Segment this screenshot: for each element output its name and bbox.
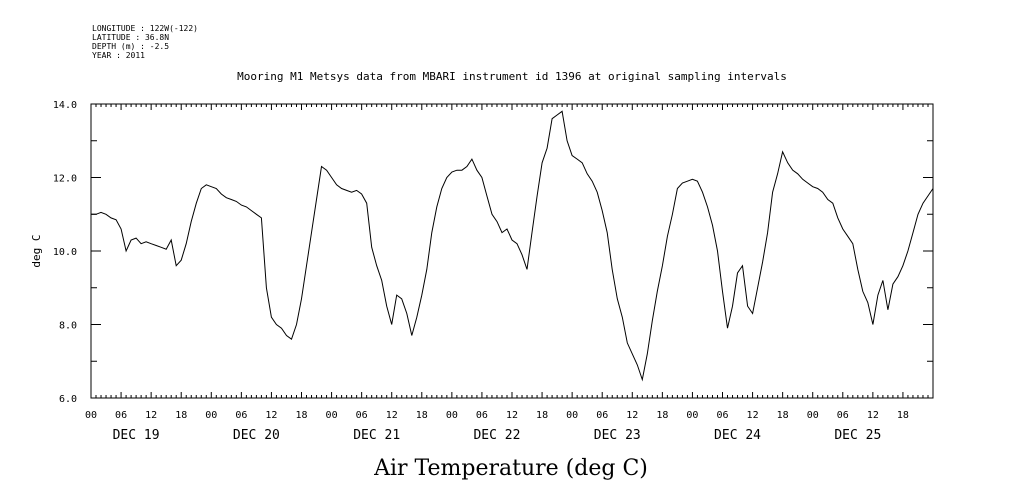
x-tick-label: 12 [747, 410, 759, 421]
y-tick-label: 12.0 [53, 174, 77, 185]
day-label: DEC 19 [113, 428, 160, 443]
longitude-label: LONGITUDE : 122W(-122) [92, 24, 198, 33]
x-tick-label: 06 [115, 410, 127, 421]
x-tick-label: 00 [446, 410, 458, 421]
x-tick-label: 06 [837, 410, 849, 421]
day-label: DEC 24 [714, 428, 761, 443]
day-label: DEC 23 [594, 428, 641, 443]
depth-label: DEPTH (m) : -2.5 [92, 42, 169, 51]
day-label: DEC 21 [353, 428, 400, 443]
x-tick-label: 18 [295, 410, 307, 421]
day-labels: DEC 19 DEC 20 DEC 21 DEC 22 DEC 23 DEC 24 DEC … [113, 428, 882, 443]
chart-title: Mooring M1 Metsys data from MBARI instru… [237, 70, 787, 83]
x-tick-label: 18 [897, 410, 909, 421]
year-label: YEAR : 2011 [92, 51, 145, 60]
day-label: DEC 22 [473, 428, 520, 443]
y-tick-label: 14.0 [53, 100, 77, 111]
x-tick-label: 12 [386, 410, 398, 421]
x-axis-label: Air Temperature (deg C) [373, 456, 648, 481]
x-tick-label: 00 [85, 410, 97, 421]
x-tick-label: 06 [476, 410, 488, 421]
y-tick-labels: 6.0 8.0 10.0 12.0 14.0 [53, 100, 77, 405]
y-tick-label: 8.0 [59, 321, 77, 332]
x-tick-label: 00 [807, 410, 819, 421]
day-label: DEC 20 [233, 428, 280, 443]
y-axis-label: deg C [30, 234, 43, 267]
x-tick-label: 18 [416, 410, 428, 421]
x-tick-label: 00 [205, 410, 217, 421]
axis-ticks [90, 103, 934, 399]
x-tick-labels: 00 06 12 18 00 06 12 18 00 06 12 18 00 06 12 18 00 06 12 18… [85, 410, 909, 421]
plot-frame [90, 103, 934, 399]
x-tick-label: 12 [626, 410, 638, 421]
air-temperature-series-line [91, 110, 934, 382]
x-tick-label: 18 [777, 410, 789, 421]
x-tick-label: 06 [716, 410, 728, 421]
x-tick-label: 12 [506, 410, 518, 421]
x-tick-label: 18 [656, 410, 668, 421]
x-tick-label: 00 [686, 410, 698, 421]
x-tick-label: 06 [596, 410, 608, 421]
x-tick-label: 06 [356, 410, 368, 421]
x-tick-label: 12 [265, 410, 277, 421]
x-tick-label: 12 [145, 410, 157, 421]
latitude-label: LATITUDE : 36.8N [92, 33, 169, 42]
y-tick-label: 6.0 [59, 394, 77, 405]
x-tick-label: 12 [867, 410, 879, 421]
x-tick-label: 18 [175, 410, 187, 421]
y-tick-label: 10.0 [53, 247, 77, 258]
x-tick-label: 00 [326, 410, 338, 421]
x-tick-label: 18 [536, 410, 548, 421]
day-label: DEC 25 [834, 428, 881, 443]
x-tick-label: 00 [566, 410, 578, 421]
x-tick-label: 06 [235, 410, 247, 421]
